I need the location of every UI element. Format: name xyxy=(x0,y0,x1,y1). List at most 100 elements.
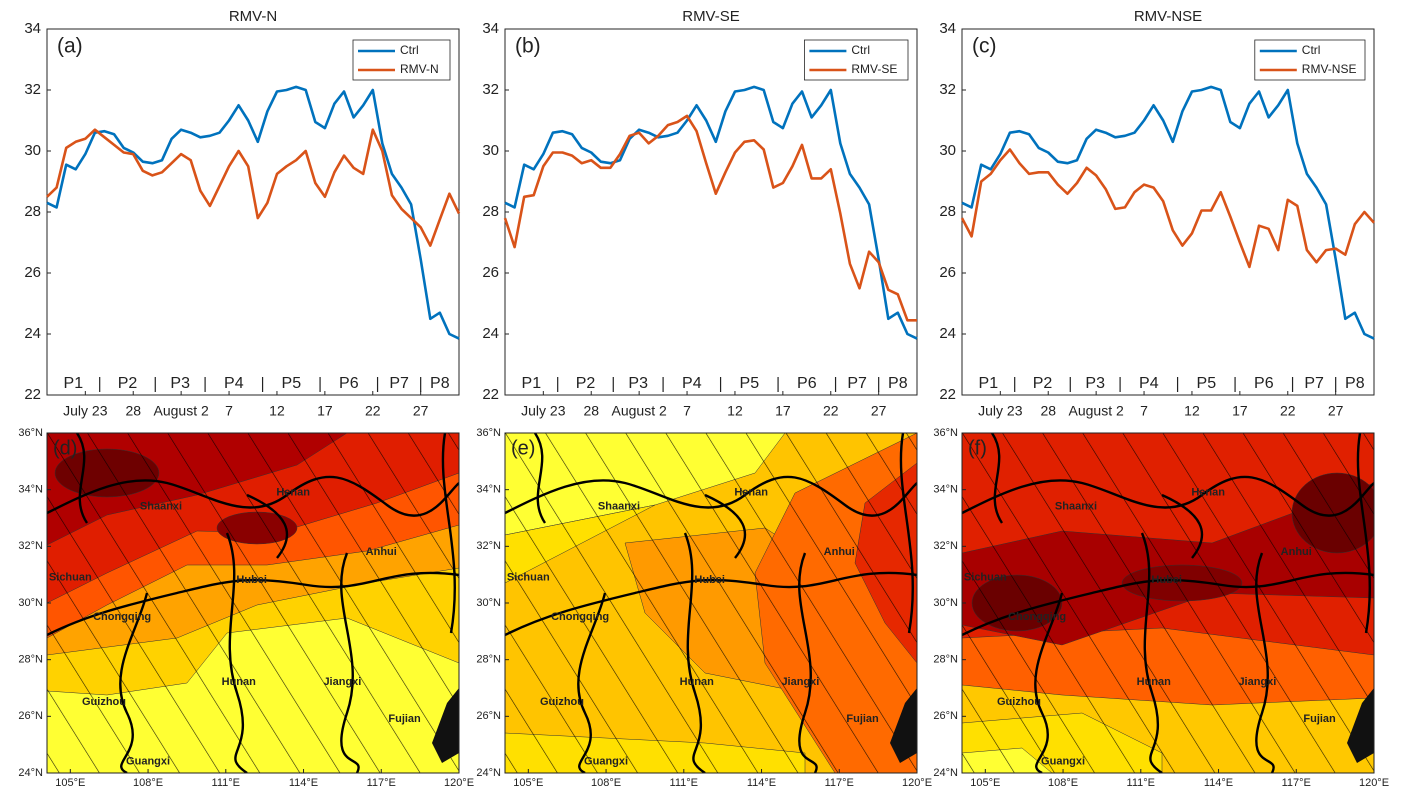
lat-tick-label: 24°N xyxy=(18,767,43,779)
province-border xyxy=(683,532,706,773)
lat-tick-label: 24°N xyxy=(476,767,501,779)
lat-tick-label: 34°N xyxy=(933,484,958,496)
period-label: P6 xyxy=(1254,375,1274,392)
lon-tick-label: 108°E xyxy=(133,777,163,789)
lat-tick-label: 32°N xyxy=(933,540,958,552)
province-label: Guizhou xyxy=(540,696,584,708)
period-label: P3 xyxy=(628,375,648,392)
lat-tick-label: 30°N xyxy=(476,597,501,609)
x-tick-label: 22 xyxy=(823,403,839,419)
province-border xyxy=(441,433,456,634)
lon-tick-label: 114°E xyxy=(747,777,776,789)
period-label: P2 xyxy=(576,375,596,392)
y-tick-label: 32 xyxy=(24,81,41,98)
panel-label: (d) xyxy=(53,437,77,459)
data-line xyxy=(960,148,1375,269)
x-tick-label: 27 xyxy=(1328,403,1344,419)
province-border xyxy=(47,475,459,517)
panel-label: (e) xyxy=(511,437,535,459)
province-label: Henan xyxy=(276,486,310,498)
x-tick-label: 7 xyxy=(1140,403,1148,419)
lon-tick-label: 120°E xyxy=(902,777,932,789)
lat-tick-label: 34°N xyxy=(476,484,501,496)
province-label: Chongqing xyxy=(1008,611,1066,623)
province-label: Fujian xyxy=(846,713,879,725)
period-label: P5 xyxy=(282,375,302,392)
x-tick-label: 28 xyxy=(125,403,141,419)
period-label: P4 xyxy=(1139,375,1159,392)
period-label: P4 xyxy=(224,375,244,392)
province-label: Hubei xyxy=(694,574,725,586)
province-border xyxy=(1356,433,1371,634)
legend-label: RMV-SE xyxy=(851,62,897,76)
province-label: Hunan xyxy=(1137,676,1172,688)
x-tick-label: 22 xyxy=(365,403,381,419)
coastline xyxy=(432,688,459,763)
legend-label: Ctrl xyxy=(1302,43,1321,57)
y-tick-label: 22 xyxy=(24,386,41,403)
y-tick-label: 26 xyxy=(482,264,499,281)
legend-label: RMV-NSE xyxy=(1302,62,1357,76)
province-border xyxy=(505,475,917,517)
province-border xyxy=(1161,493,1204,559)
period-label: P6 xyxy=(797,375,817,392)
province-border xyxy=(75,433,89,524)
x-tick-label: July 23 xyxy=(63,403,108,419)
x-tick-label: August 2 xyxy=(154,403,209,419)
legend-label: Ctrl xyxy=(851,43,870,57)
plot-area xyxy=(46,28,460,396)
lat-tick-label: 26°N xyxy=(18,710,43,722)
province-border xyxy=(577,592,607,773)
province-border xyxy=(962,475,1374,517)
y-tick-label: 28 xyxy=(482,203,499,220)
province-label: Jiangxi xyxy=(1238,676,1276,688)
province-label: Sichuan xyxy=(507,571,550,583)
legend-box xyxy=(352,39,451,81)
y-tick-label: 30 xyxy=(482,142,499,159)
x-tick-label: 7 xyxy=(225,403,233,419)
province-label: Henan xyxy=(734,486,768,498)
y-tick-label: 28 xyxy=(939,203,956,220)
province-label: Shaanxi xyxy=(598,501,640,513)
lat-tick-label: 26°N xyxy=(476,710,501,722)
province-label: Anhui xyxy=(824,546,855,558)
lat-tick-label: 32°N xyxy=(476,540,501,552)
province-border xyxy=(1140,532,1163,773)
legend-box xyxy=(804,39,909,81)
province-border xyxy=(704,493,747,559)
period-label: P8 xyxy=(430,375,450,392)
x-tick-label: 17 xyxy=(317,403,333,419)
data-line xyxy=(504,85,918,340)
period-label: P3 xyxy=(1085,375,1105,392)
province-border xyxy=(225,532,248,773)
lat-tick-label: 30°N xyxy=(933,597,958,609)
x-tick-label: 17 xyxy=(775,403,791,419)
map: Shaanxi Henan Anhui Sichuan Hubei Chongqing Hu… xyxy=(47,433,459,773)
y-tick-label: 26 xyxy=(24,264,41,281)
coastline xyxy=(890,688,917,763)
y-tick-label: 32 xyxy=(482,81,499,98)
lat-tick-label: 24°N xyxy=(933,767,958,779)
province-label: Jiangxi xyxy=(781,676,819,688)
province-label: Hunan xyxy=(222,676,256,688)
panel-label: (f) xyxy=(968,437,987,459)
lat-tick-label: 34°N xyxy=(18,484,43,496)
province-border xyxy=(246,493,289,559)
map: Shaanxi Henan Anhui Sichuan Hubei Chongqing Hu… xyxy=(962,433,1374,773)
lon-tick-label: 114°E xyxy=(1204,777,1233,789)
data-line xyxy=(503,114,917,322)
province-label: Jiangxi xyxy=(323,676,361,688)
lat-tick-label: 36°N xyxy=(18,427,43,439)
province-border xyxy=(1034,592,1064,773)
period-label: P2 xyxy=(1033,375,1053,392)
legend-label: Ctrl xyxy=(400,43,419,57)
period-label: P2 xyxy=(118,375,138,392)
province-label: Henan xyxy=(1191,486,1225,498)
x-tick-label: 28 xyxy=(1040,403,1056,419)
period-label: P4 xyxy=(682,375,702,392)
data-line xyxy=(46,85,460,340)
x-tick-label: 12 xyxy=(727,403,743,419)
x-tick-label: July 23 xyxy=(978,403,1023,419)
lat-tick-label: 30°N xyxy=(18,597,43,609)
panel-label: (b) xyxy=(515,35,541,58)
